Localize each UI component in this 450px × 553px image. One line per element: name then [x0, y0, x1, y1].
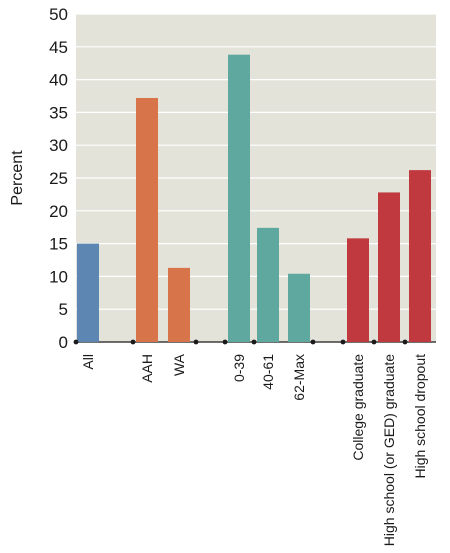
x-tick-mark — [251, 339, 257, 345]
y-tick-label: 40 — [49, 71, 68, 90]
x-tick-mark — [340, 339, 346, 345]
x-tick-mark — [73, 339, 79, 345]
y-tick-labels: 0 5 10 15 20 25 30 35 40 45 50 — [49, 5, 68, 352]
x-tick-label: High school dropout — [412, 354, 428, 479]
y-tick-label: 15 — [49, 235, 68, 254]
y-tick-label: 35 — [49, 103, 68, 122]
x-tick-label: High school (or GED) graduate — [381, 354, 397, 546]
x-tick-mark — [310, 339, 316, 345]
x-tick-label: All — [80, 354, 96, 370]
bar — [409, 170, 431, 342]
bar — [347, 238, 369, 342]
x-tick-mark — [402, 339, 408, 345]
y-tick-label: 10 — [49, 267, 68, 286]
x-tick-marks — [73, 339, 408, 345]
x-tick-label: 0-39 — [231, 354, 247, 382]
y-axis-title: Percent — [9, 150, 26, 206]
bar — [136, 97, 158, 342]
bar — [257, 227, 279, 342]
bar — [77, 243, 99, 342]
x-tick-mark — [371, 339, 377, 345]
bar — [168, 267, 190, 342]
y-tick-label: 20 — [49, 202, 68, 221]
y-tick-label: 50 — [49, 5, 68, 24]
bar — [228, 54, 250, 343]
y-tick-label: 0 — [59, 333, 68, 352]
y-tick-label: 5 — [59, 300, 68, 319]
x-tick-mark — [193, 339, 199, 345]
y-tick-label: 45 — [49, 38, 68, 57]
x-tick-label: WA — [171, 353, 187, 376]
x-tick-mark — [130, 339, 136, 345]
x-tick-label: 62-Max — [291, 354, 307, 401]
x-tick-label: College graduate — [350, 354, 366, 461]
x-tick-label: 40-61 — [260, 354, 276, 390]
y-tick-label: 30 — [49, 136, 68, 155]
y-tick-label: 25 — [49, 169, 68, 188]
x-tick-mark — [222, 339, 228, 345]
bars — [77, 54, 431, 343]
bar — [378, 192, 400, 342]
bar — [288, 273, 310, 342]
x-tick-label: AAH — [139, 354, 155, 383]
x-tick-labels: All AAH WA 0-39 40-61 62-Max College graduate H… — [80, 353, 428, 546]
